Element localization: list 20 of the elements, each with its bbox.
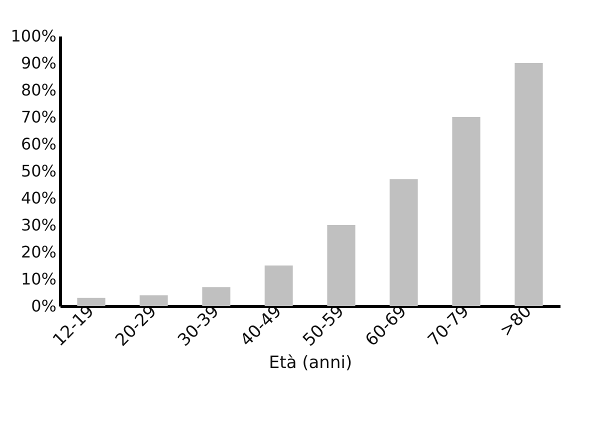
bar	[77, 298, 106, 306]
bar	[264, 266, 293, 306]
y-tick-label: 100%	[10, 26, 56, 46]
bar	[202, 287, 230, 306]
bar	[140, 295, 168, 306]
bar	[327, 225, 356, 306]
y-tick-label: 70%	[20, 108, 56, 126]
y-tick-label: 90%	[20, 54, 56, 72]
y-tick-label: 80%	[20, 80, 56, 100]
y-tick-label: 10%	[20, 270, 56, 288]
y-tick-label: 30%	[20, 216, 56, 234]
y-tick-label: 0%	[31, 296, 56, 316]
y-tick-label: 40%	[20, 188, 56, 208]
y-tick-label: 20%	[20, 242, 56, 262]
x-axis-title: Età (anni)	[268, 353, 352, 374]
bar	[452, 117, 480, 306]
bar	[514, 63, 543, 306]
y-tick-label: 50%	[20, 162, 56, 180]
bar	[390, 179, 418, 306]
y-tick-label: 60%	[20, 134, 56, 154]
